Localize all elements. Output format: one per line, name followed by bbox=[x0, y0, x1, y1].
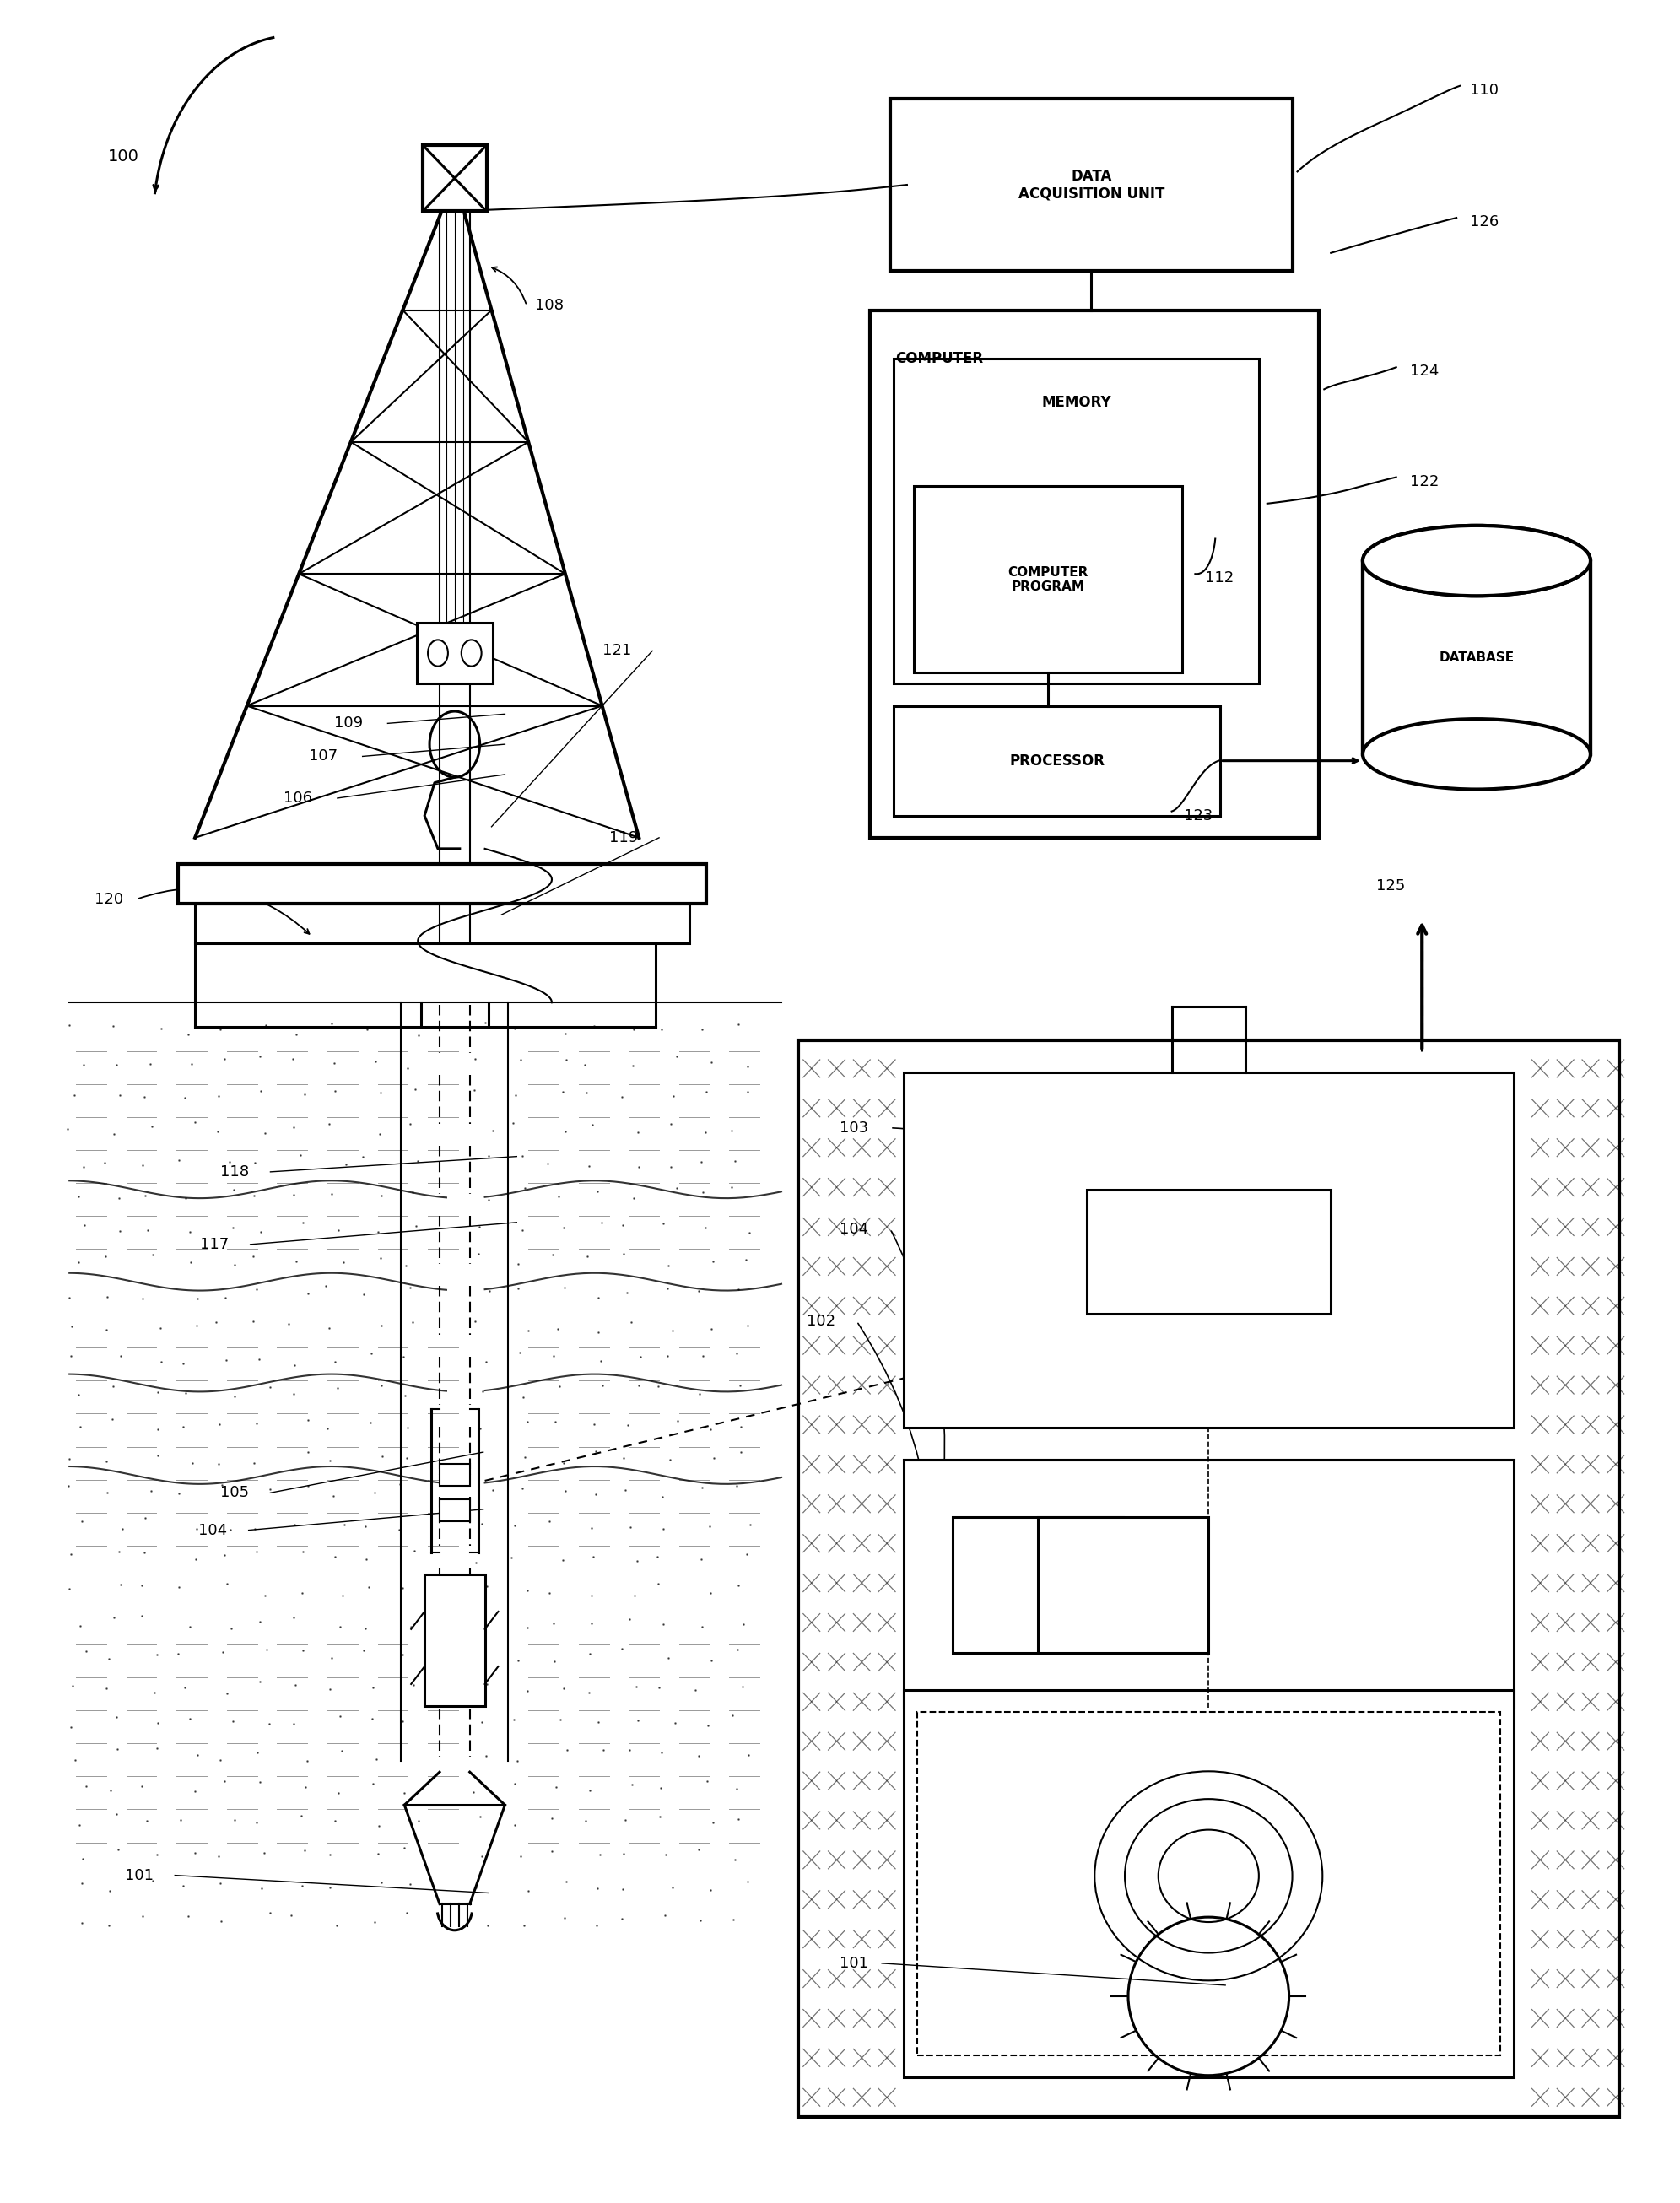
Text: 123: 123 bbox=[1183, 809, 1213, 824]
Text: COMPUTER: COMPUTER bbox=[895, 350, 983, 366]
Text: 118: 118 bbox=[220, 1163, 249, 1179]
Bar bbox=[440, 1465, 470, 1487]
Bar bbox=[890, 99, 1292, 271]
Text: 126: 126 bbox=[1470, 214, 1499, 229]
Text: 107: 107 bbox=[309, 749, 338, 764]
Text: 100: 100 bbox=[108, 148, 139, 165]
Text: PROCESSOR: PROCESSOR bbox=[1010, 753, 1105, 769]
Text: 103: 103 bbox=[840, 1121, 869, 1135]
Text: 101: 101 bbox=[840, 1956, 869, 1972]
Text: 117: 117 bbox=[200, 1236, 228, 1251]
Text: 105: 105 bbox=[220, 1485, 249, 1500]
Bar bbox=[417, 621, 492, 683]
Text: 106: 106 bbox=[284, 791, 312, 806]
Bar bbox=[1362, 562, 1591, 753]
Text: 120: 120 bbox=[94, 892, 123, 908]
Text: 122: 122 bbox=[1410, 474, 1438, 489]
Bar bbox=[914, 487, 1181, 672]
Bar bbox=[1038, 1518, 1208, 1652]
Text: DATA
ACQUISITION UNIT: DATA ACQUISITION UNIT bbox=[1018, 167, 1164, 200]
Text: 119: 119 bbox=[608, 831, 638, 846]
Bar bbox=[917, 1712, 1500, 2055]
Text: 121: 121 bbox=[601, 643, 632, 659]
Text: 124: 124 bbox=[1410, 363, 1438, 379]
Bar bbox=[425, 1575, 486, 1705]
Bar bbox=[798, 1040, 1620, 2117]
Bar bbox=[894, 705, 1220, 815]
Text: 104: 104 bbox=[198, 1522, 227, 1538]
Text: 112: 112 bbox=[1205, 571, 1235, 586]
Bar bbox=[904, 1461, 1514, 1707]
Ellipse shape bbox=[1362, 718, 1591, 789]
Ellipse shape bbox=[1362, 527, 1591, 595]
Bar bbox=[870, 311, 1319, 837]
Bar bbox=[894, 359, 1258, 683]
Bar bbox=[440, 1500, 470, 1522]
Text: 102: 102 bbox=[806, 1313, 835, 1328]
Text: COMPUTER
PROGRAM: COMPUTER PROGRAM bbox=[1008, 566, 1089, 593]
Bar bbox=[904, 1690, 1514, 2077]
Bar bbox=[195, 903, 689, 943]
Text: DATABASE: DATABASE bbox=[1440, 652, 1514, 663]
Text: MEMORY: MEMORY bbox=[1042, 394, 1110, 410]
Text: 125: 125 bbox=[1376, 879, 1404, 894]
Text: 110: 110 bbox=[1470, 84, 1499, 97]
Bar bbox=[1087, 1190, 1331, 1313]
Bar bbox=[178, 864, 706, 903]
Bar bbox=[904, 1073, 1514, 1428]
Text: 109: 109 bbox=[334, 716, 363, 731]
Text: 104: 104 bbox=[840, 1220, 869, 1236]
Bar bbox=[423, 145, 487, 211]
Text: 101: 101 bbox=[124, 1868, 153, 1884]
Bar bbox=[953, 1518, 1124, 1652]
Ellipse shape bbox=[1362, 527, 1591, 595]
Text: 108: 108 bbox=[536, 297, 564, 313]
